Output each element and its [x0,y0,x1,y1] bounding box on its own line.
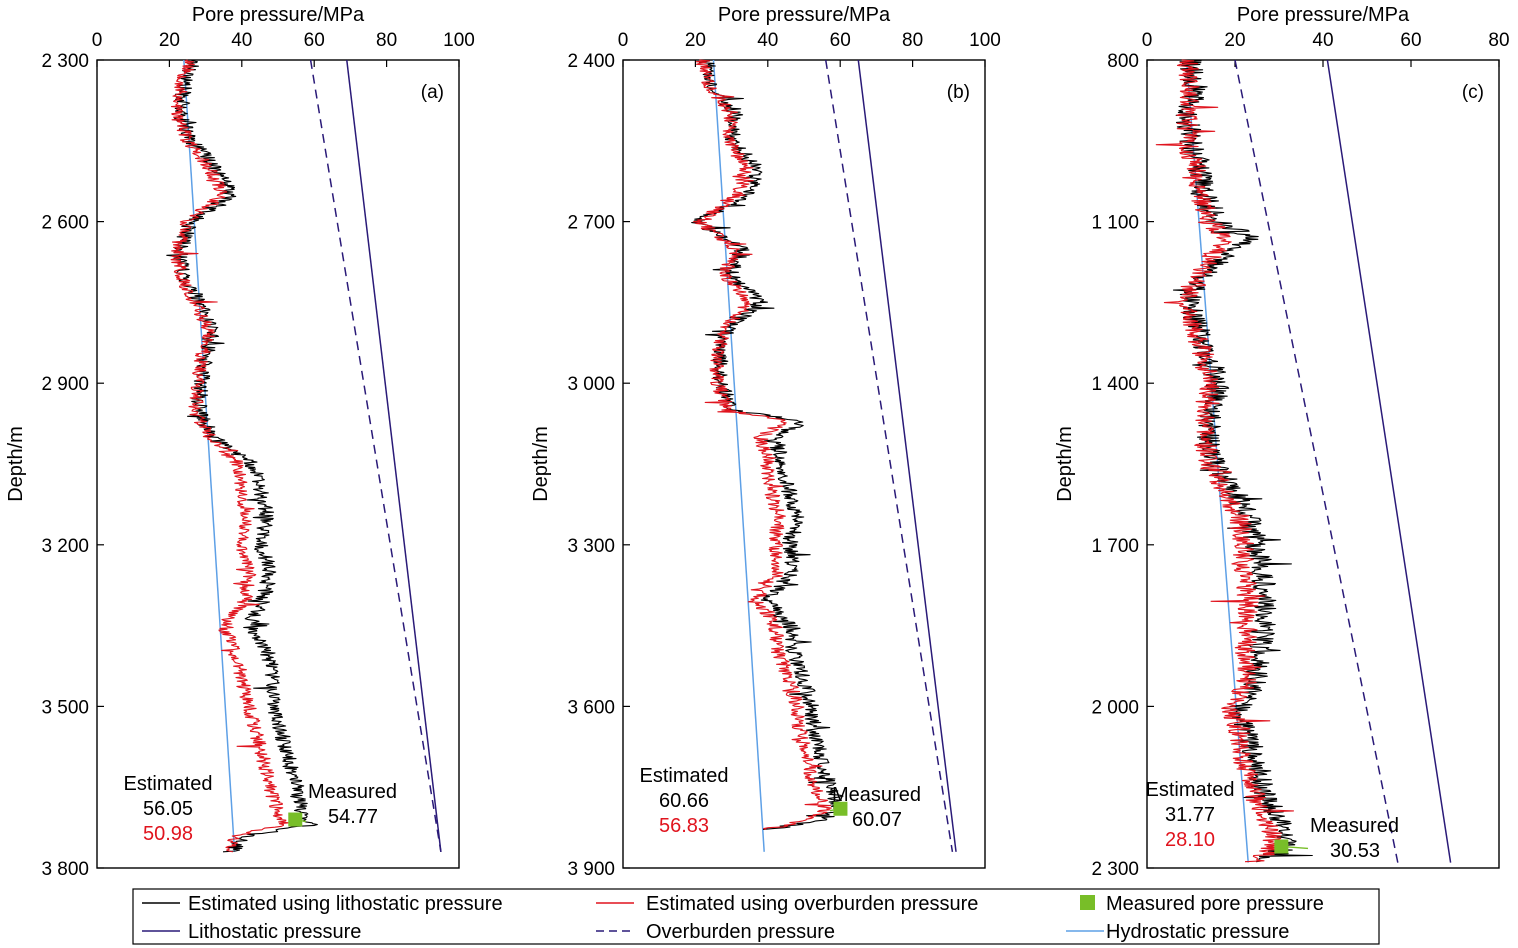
measured-point [288,812,303,827]
legend-label: Estimated using overburden pressure [646,893,978,915]
y-tick-label: 3 200 [41,536,89,557]
y-axis-title: Depth/m [530,426,552,502]
x-tick-label: 20 [159,30,180,51]
x-tick-label: 60 [830,30,851,51]
x-tick-label: 80 [1488,30,1509,51]
legend-item: Overburden pressure [596,921,835,943]
y-tick-label: 1 100 [1091,213,1139,234]
panel-label: (c) [1462,82,1484,103]
x-axis-title: Pore pressure/MPa [192,4,365,26]
lithostatic-line [857,59,957,852]
legend-item: Estimated using overburden pressure [596,893,978,915]
y-tick-label: 2 900 [41,374,89,395]
x-tick-label: 20 [685,30,706,51]
x-tick-label: 60 [1400,30,1421,51]
estimated-overburden-trace [170,59,290,853]
legend-item: Estimated using lithostatic pressure [142,893,503,915]
y-tick-label: 800 [1107,51,1139,72]
y-axis-title: Depth/m [5,426,27,502]
plot-frame [1146,59,1500,869]
legend-item: Hydrostatic pressure [1066,921,1289,943]
y-axis-title: Depth/m [1054,426,1076,502]
y-tick-label: 2 000 [1091,697,1139,718]
lithostatic-line [1326,59,1452,863]
legend-item: Measured pore pressure [1080,893,1324,915]
y-tick-label: 2 300 [41,51,89,72]
y-tick-label: 2 700 [567,213,615,234]
legend-item: Lithostatic pressure [142,921,361,943]
x-tick-label: 40 [1312,30,1333,51]
plot-frame [622,59,986,869]
panel-label: (a) [421,82,444,103]
x-tick-label: 100 [443,30,475,51]
x-axis-title: Pore pressure/MPa [1237,4,1410,26]
legend: Estimated using lithostatic pressure Esti… [132,888,1380,945]
legend-swatch [1080,895,1095,910]
chart-panel-2: 0 20 40 60 80 100 2 400 2 700 3 000 3 300 3 600 3 9… [530,4,1001,880]
lithostatic-line [346,59,442,852]
chart-panel-1: 0 20 40 60 80 100 2 300 2 600 2 900 3 200 3 500 3 8… [5,4,475,880]
estimated-lithostatic-trace [166,59,318,853]
x-tick-label: 40 [231,30,252,51]
y-tick-label: 1 400 [1091,374,1139,395]
legend-label: Hydrostatic pressure [1106,921,1289,943]
legend-label: Lithostatic pressure [188,921,361,943]
estimated-value-lithostatic: 56.05 [143,798,193,820]
measured-value: 54.77 [328,806,378,828]
y-tick-label: 3 800 [41,859,89,880]
y-tick-label: 3 500 [41,697,89,718]
measured-label: Measured [308,781,397,803]
y-tick-label: 2 300 [1091,859,1139,880]
x-tick-label: 80 [902,30,923,51]
y-tick-label: 3 600 [567,697,615,718]
x-tick-label: 100 [969,30,1001,51]
y-tick-label: 3 900 [567,859,615,880]
x-tick-label: 60 [304,30,325,51]
legend-box [132,888,1380,945]
chart-panel-3: 0 20 40 60 80 800 1 100 1 400 1 700 2 000 2 300 Por… [1054,4,1510,880]
legend-label: Overburden pressure [646,921,835,943]
chart-panels: 0 20 40 60 80 100 2 300 2 600 2 900 3 200 3 500 3 8… [5,4,1510,880]
x-tick-label: 0 [92,30,103,51]
overburden-line [1234,59,1399,863]
estimated-value-overburden: 28.10 [1165,829,1215,851]
legend-label: Estimated using lithostatic pressure [188,893,503,915]
x-tick-label: 80 [376,30,397,51]
y-tick-label: 2 400 [567,51,615,72]
hydrostatic-line [712,59,765,852]
estimated-label: Estimated [124,773,213,795]
estimated-value-overburden: 50.98 [143,823,193,845]
estimated-lithostatic-trace [691,59,847,830]
estimated-value-overburden: 56.83 [659,815,709,837]
x-tick-label: 0 [1142,30,1153,51]
measured-point [1274,839,1289,854]
x-tick-label: 20 [1224,30,1245,51]
measured-value: 30.53 [1330,840,1380,862]
measured-label: Measured [1310,815,1399,837]
estimated-overburden-trace [1155,59,1295,863]
overburden-line [309,59,442,852]
estimated-overburden-trace [692,59,832,830]
estimated-label: Estimated [640,765,729,787]
overburden-line [824,59,954,852]
y-tick-label: 3 000 [567,374,615,395]
estimated-value-lithostatic: 31.77 [1165,804,1215,826]
measured-label: Measured [832,784,921,806]
measured-value: 60.07 [852,809,902,831]
hydrostatic-line [183,59,236,852]
estimated-label: Estimated [1146,779,1235,801]
legend-label: Measured pore pressure [1106,893,1324,915]
y-tick-label: 2 600 [41,213,89,234]
y-tick-label: 3 300 [567,536,615,557]
plot-frame [96,59,460,869]
x-tick-label: 0 [618,30,629,51]
panel-label: (b) [947,82,970,103]
x-tick-label: 40 [757,30,778,51]
estimated-value-lithostatic: 60.66 [659,790,709,812]
measured-point [833,801,848,816]
y-tick-label: 1 700 [1091,536,1139,557]
x-axis-title: Pore pressure/MPa [718,4,891,26]
